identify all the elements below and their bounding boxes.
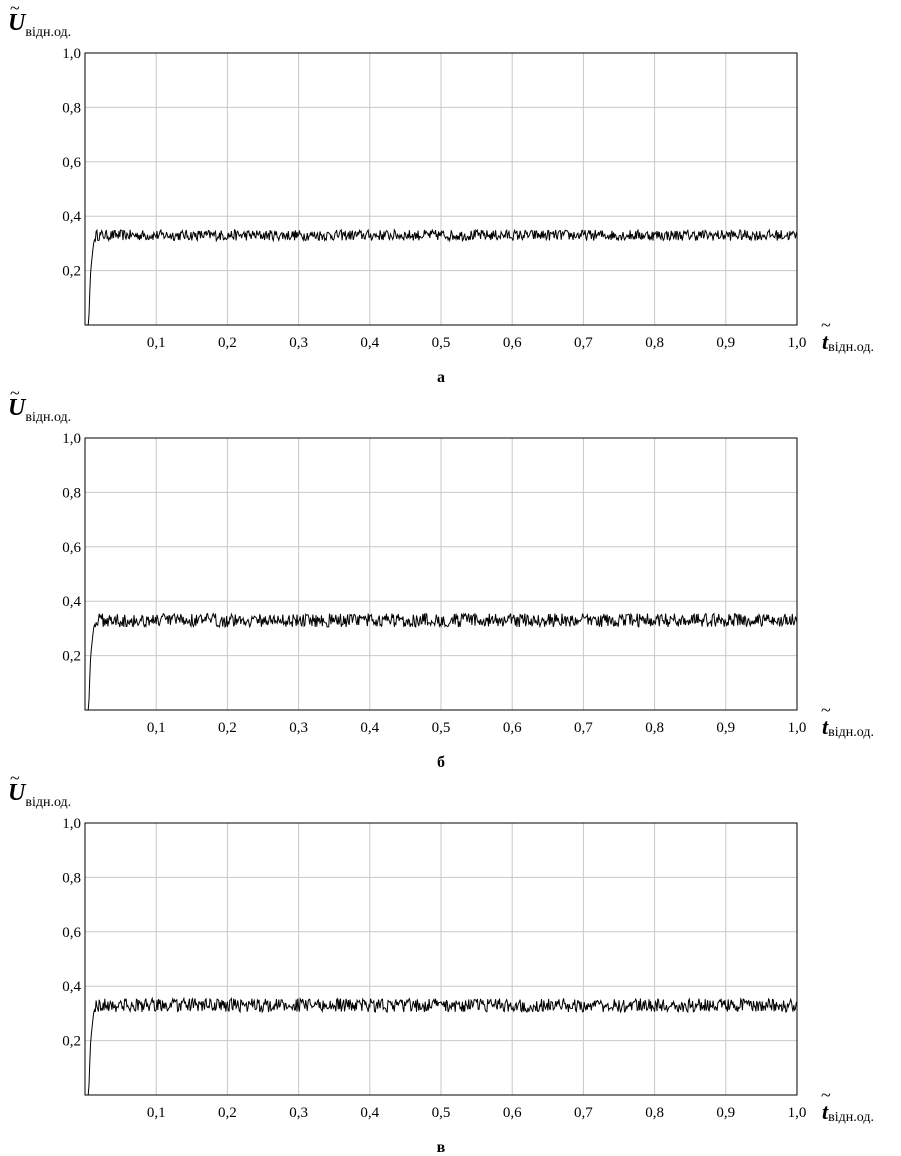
x-tick-label: 0,8: [645, 335, 664, 351]
x-tick-label: 0,4: [360, 720, 379, 736]
x-tick-label: 0,8: [645, 720, 664, 736]
x-axis-label: tвідн.од.: [822, 1099, 874, 1125]
x-tick-label: 0,2: [218, 335, 237, 351]
x-tick-label: 0,6: [503, 720, 522, 736]
panel-label: б: [437, 754, 445, 770]
y-tick-label: 0,4: [62, 594, 81, 610]
y-tick-label: 0,6: [62, 540, 81, 556]
x-tick-label: 0,5: [432, 335, 451, 351]
tilde-mark-icon: ~: [10, 0, 20, 18]
series-line: [85, 228, 798, 326]
y-tick-label: 1,0: [62, 431, 81, 447]
x-tick-label: 0,3: [289, 1105, 308, 1121]
x-tick-label: 0,3: [289, 335, 308, 351]
tilde-mark-icon: ~: [10, 770, 20, 788]
plot-frame: [84, 822, 798, 1096]
x-tick-label: 0,7: [574, 720, 593, 736]
x-tick-label: 0,5: [432, 720, 451, 736]
x-tick-label: 0,1: [147, 335, 166, 351]
y-tick-label: 1,0: [62, 46, 81, 62]
x-axis-label: tвідн.од.: [822, 714, 874, 740]
y-tick-label: 0,2: [62, 649, 81, 665]
x-tick-label: 1,0: [788, 335, 807, 351]
x-axis-label: tвідн.од.: [822, 329, 874, 355]
tilde-mark-icon: ~: [821, 315, 831, 335]
plot-frame: [84, 52, 798, 326]
y-tick-label: 0,2: [62, 264, 81, 280]
y-tick-label: 0,8: [62, 870, 81, 886]
series-line: [85, 996, 798, 1096]
x-tick-label: 0,4: [360, 1105, 379, 1121]
tilde-mark-icon: ~: [821, 1085, 831, 1105]
x-tick-label: 0,2: [218, 1105, 237, 1121]
y-axis-label: Uвідн.од.: [8, 10, 71, 40]
y-tick-label: 0,8: [62, 485, 81, 501]
x-tick-label: 0,6: [503, 335, 522, 351]
panel-label: а: [437, 369, 445, 385]
chart-panel-1: 0,2 0,4 0,6 0,8 1,0 0,1 0,2 0,3 0,4 0,5 0,6 0,7 0,8 0…: [0, 0, 901, 385]
x-tick-label: 0,9: [716, 1105, 735, 1121]
x-tick-label: 1,0: [788, 1105, 807, 1121]
series-line: [85, 612, 798, 711]
x-tick-label: 0,2: [218, 720, 237, 736]
tilde-mark-icon: ~: [821, 700, 831, 720]
y-axis-label: Uвідн.од.: [8, 395, 71, 425]
chart-svg: 0,2 0,4 0,6 0,8 1,0 0,1 0,2 0,3 0,4 0,5 0,6 0,7 0,8 0…: [8, 385, 874, 770]
x-tick-label: 0,7: [574, 335, 593, 351]
x-tick-label: 0,4: [360, 335, 379, 351]
y-tick-label: 0,8: [62, 100, 81, 116]
y-tick-label: 0,4: [62, 979, 81, 995]
chart-panel-2: 0,2 0,4 0,6 0,8 1,0 0,1 0,2 0,3 0,4 0,5 0,6 0,7 0,8 0…: [0, 385, 901, 770]
x-tick-label: 0,5: [432, 1105, 451, 1121]
x-tick-label: 0,6: [503, 1105, 522, 1121]
y-tick-label: 0,6: [62, 155, 81, 171]
x-tick-label: 0,9: [716, 335, 735, 351]
chart-svg: 0,2 0,4 0,6 0,8 1,0 0,1 0,2 0,3 0,4 0,5 0,6 0,7 0,8 0…: [8, 0, 874, 385]
plot-frame: [84, 437, 798, 711]
y-tick-label: 0,2: [62, 1034, 81, 1050]
y-axis-label: Uвідн.од.: [8, 780, 71, 810]
chart-svg: 0,2 0,4 0,6 0,8 1,0 0,1 0,2 0,3 0,4 0,5 0,6 0,7 0,8 0…: [8, 770, 874, 1155]
x-tick-label: 0,3: [289, 720, 308, 736]
panel-label: в: [437, 1139, 446, 1155]
x-tick-label: 0,7: [574, 1105, 593, 1121]
y-tick-label: 0,4: [62, 209, 81, 225]
tilde-mark-icon: ~: [10, 385, 20, 403]
x-tick-label: 1,0: [788, 720, 807, 736]
x-tick-label: 0,1: [147, 720, 166, 736]
x-tick-label: 0,9: [716, 720, 735, 736]
x-tick-label: 0,8: [645, 1105, 664, 1121]
y-tick-label: 1,0: [62, 816, 81, 832]
x-tick-label: 0,1: [147, 1105, 166, 1121]
y-tick-label: 0,6: [62, 925, 81, 941]
chart-panel-3: 0,2 0,4 0,6 0,8 1,0 0,1 0,2 0,3 0,4 0,5 0,6 0,7 0,8 0…: [0, 770, 901, 1155]
